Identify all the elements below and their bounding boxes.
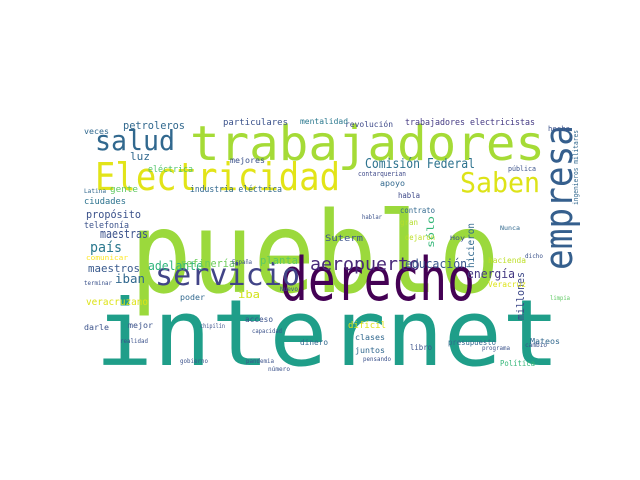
- word: poder: [180, 293, 205, 302]
- word: veces: [84, 127, 109, 136]
- word: realidad: [120, 338, 148, 345]
- word: Comisión Federal: [365, 157, 475, 172]
- word: mentalidad: [300, 117, 348, 126]
- word: ingenieros militares: [572, 130, 580, 205]
- word: pueblo: [130, 189, 500, 319]
- word: particulares: [223, 118, 288, 128]
- word: juntos: [355, 346, 385, 355]
- word: programa: [482, 345, 510, 352]
- word: planta: [260, 254, 298, 267]
- word: pensando: [363, 356, 391, 363]
- word: pandemia: [246, 358, 274, 365]
- word: Electricidad: [95, 155, 340, 199]
- word: España: [232, 259, 252, 266]
- word: comunicar: [86, 254, 128, 262]
- word: internet: [95, 280, 560, 387]
- word: gobierno: [180, 358, 208, 365]
- word: telefonía: [84, 221, 129, 231]
- word: energía: [467, 267, 515, 281]
- word: país: [90, 240, 122, 256]
- word: Nunca: [500, 225, 520, 232]
- word: mejor: [128, 321, 153, 330]
- word: Nuevo: [280, 286, 298, 293]
- word: acceso: [245, 315, 273, 324]
- word: maestras: [100, 227, 148, 241]
- word: iba: [238, 288, 260, 301]
- word: trabajadores: [190, 116, 545, 172]
- word: servicio: [155, 258, 300, 293]
- word: cambio: [525, 342, 547, 349]
- word: gran: [400, 218, 418, 227]
- word: maestros: [88, 262, 140, 275]
- word: limpia: [550, 295, 570, 302]
- word: petroleros: [123, 119, 185, 132]
- word: Hoy: [450, 235, 466, 242]
- word: propósito: [86, 208, 141, 221]
- word: Veracruz: [488, 280, 526, 289]
- cloud-background: [80, 114, 580, 372]
- word: Suterm: [325, 234, 363, 244]
- word: Saben: [460, 166, 540, 199]
- word: chipilín: [200, 323, 225, 330]
- word: clases: [355, 333, 385, 342]
- word: trabajadores electricistas: [405, 118, 535, 128]
- word: dicho: [525, 253, 543, 260]
- word: salud: [95, 124, 175, 157]
- word: educación: [405, 257, 467, 271]
- word: veracruzano: [86, 297, 148, 308]
- word: empresa: [537, 125, 581, 270]
- word: apoyo: [380, 179, 405, 188]
- word: número: [268, 366, 290, 373]
- word: terminar: [84, 280, 112, 287]
- word: sólo: [425, 216, 437, 248]
- word: refinería: [180, 257, 235, 270]
- word: luz: [130, 150, 150, 163]
- word: hacienda: [488, 256, 526, 265]
- word: hicieron: [466, 223, 477, 268]
- word: mejores: [230, 156, 265, 165]
- word: contrato: [400, 206, 435, 215]
- word: ciudades: [84, 197, 126, 207]
- word: pública: [508, 165, 536, 173]
- word: contarquerian: [358, 170, 406, 178]
- word: presupuesto: [448, 338, 496, 347]
- word: revolución: [345, 119, 393, 129]
- word: gente: [110, 185, 138, 195]
- word: darle: [84, 323, 109, 332]
- word: millones: [514, 272, 527, 320]
- word: capacidad: [252, 328, 282, 335]
- word: habla: [398, 191, 420, 200]
- word: dinero: [300, 338, 328, 347]
- word: eléctrica: [148, 164, 193, 175]
- word: hablar: [362, 214, 382, 221]
- word: aeropuerto: [310, 254, 420, 275]
- word: iban: [115, 272, 145, 286]
- word: derecho: [280, 245, 475, 315]
- word: hecho: [548, 125, 570, 133]
- word: Latina: [84, 188, 106, 195]
- word: industria eléctrica: [190, 184, 282, 195]
- word: dejaron: [405, 233, 435, 242]
- word: Mateos: [530, 337, 560, 346]
- word: libro: [410, 343, 432, 352]
- word: adelante: [148, 259, 203, 273]
- word: Política: [500, 359, 535, 368]
- word: difícil: [348, 321, 386, 331]
